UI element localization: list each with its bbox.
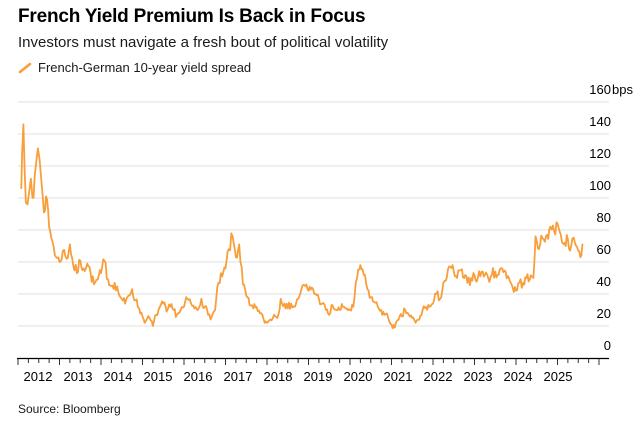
y-axis-label: 140 [589, 114, 611, 129]
x-axis-ticks [17, 359, 600, 365]
spread-series-line [20, 123, 584, 330]
legend-line-marker-icon [18, 62, 32, 73]
y-axis-labels: 0 20 40 60 80 100 120 140 160 bps [589, 82, 633, 353]
x-axis-label: 2025 [544, 369, 573, 384]
y-axis-label: 120 [589, 146, 611, 161]
x-axis-label: 2018 [264, 369, 293, 384]
x-axis-label: 2016 [184, 369, 213, 384]
x-axis-label: 2015 [144, 369, 173, 384]
y-axis-label: 100 [589, 178, 611, 193]
source-caption: Source: Bloomberg [18, 402, 121, 416]
x-axis-label: 2021 [384, 369, 413, 384]
x-axis-label: 2019 [304, 369, 333, 384]
chart-legend: French-German 10-year yield spread [18, 60, 251, 75]
x-axis-labels: 2012 2013 2014 2015 2016 2017 2018 2019 2020 2021… [24, 369, 573, 384]
legend-label: French-German 10-year yield spread [38, 60, 252, 75]
chart-subtitle: Investors must navigate a fresh bout of … [18, 34, 389, 51]
y-axis-label: 20 [597, 306, 611, 321]
y-axis-label: 160 [589, 82, 611, 97]
y-axis-label: 80 [597, 210, 611, 225]
x-axis-label: 2017 [224, 369, 253, 384]
y-axis-label: 0 [604, 338, 611, 353]
x-axis-label: 2023 [464, 369, 493, 384]
x-axis-label: 2013 [64, 369, 93, 384]
y-axis-unit: bps [612, 82, 633, 97]
x-axis-label: 2012 [24, 369, 53, 384]
y-axis-label: 40 [597, 274, 611, 289]
x-axis-label: 2020 [344, 369, 373, 384]
gridlines [18, 101, 609, 327]
page-title: French Yield Premium Is Back in Focus [18, 6, 366, 27]
x-axis-label: 2022 [424, 369, 453, 384]
x-axis-label: 2014 [104, 369, 133, 384]
x-axis-label: 2024 [504, 369, 533, 384]
y-axis-label: 60 [597, 242, 611, 257]
